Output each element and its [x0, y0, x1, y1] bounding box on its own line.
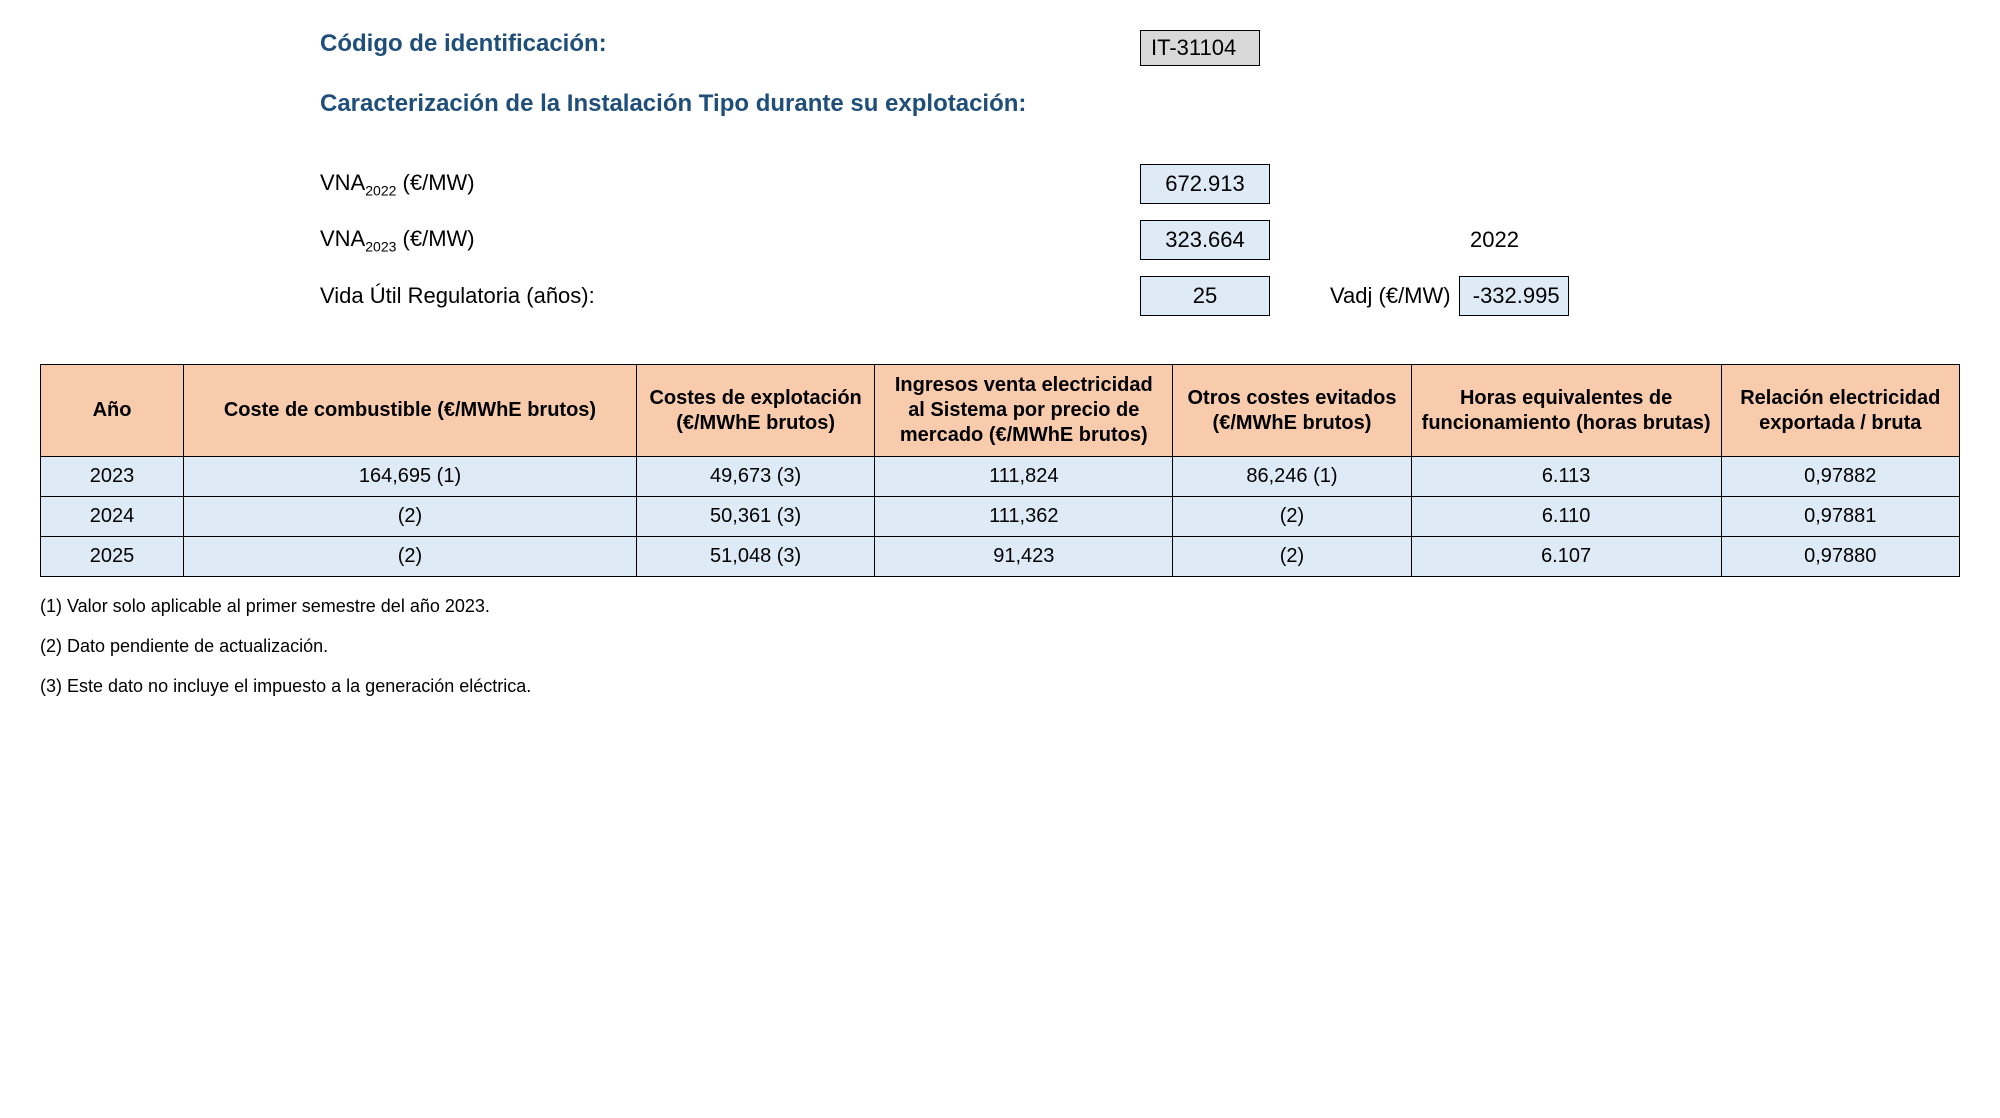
vna2022-unit: (€/MW) [396, 170, 474, 195]
vna2023-unit: (€/MW) [396, 226, 474, 251]
vna2023-prefix: VNA [320, 226, 365, 251]
col-hours-header: Horas equivalentes de funcionamiento (ho… [1411, 365, 1721, 457]
table-header: Año Coste de combustible (€/MWhE brutos)… [41, 365, 1960, 457]
cell-op: 51,048 (3) [636, 537, 874, 577]
cell-hrs: 6.107 [1411, 537, 1721, 577]
table-header-row: Año Coste de combustible (€/MWhE brutos)… [41, 365, 1960, 457]
table-row: 2024 (2) 50,361 (3) 111,362 (2) 6.110 0,… [41, 497, 1960, 537]
col-other-header: Otros costes evitados (€/MWhE brutos) [1173, 365, 1411, 457]
col-fuel-header: Coste de combustible (€/MWhE brutos) [184, 365, 637, 457]
vida-label: Vida Útil Regulatoria (años): [320, 283, 1140, 309]
cell-year: 2025 [41, 537, 184, 577]
cell-fuel: (2) [184, 497, 637, 537]
cell-year: 2024 [41, 497, 184, 537]
vna2023-row: VNA2023 (€/MW) 323.664 2022 [320, 212, 1960, 268]
vadj-value: -332.995 [1459, 276, 1569, 316]
cell-oth: 86,246 (1) [1173, 457, 1411, 497]
vna2022-row: VNA2022 (€/MW) 672.913 [320, 156, 1960, 212]
col-year-header: Año [41, 365, 184, 457]
footnotes-block: (1) Valor solo aplicable al primer semes… [40, 589, 1960, 704]
vadj-block: Vadj (€/MW) -332.995 [1330, 276, 1569, 316]
footnote-2: (2) Dato pendiente de actualización. [40, 629, 1960, 663]
year-right-label: 2022 [1470, 227, 1519, 253]
vna2023-value: 323.664 [1140, 220, 1270, 260]
table-row: 2023 164,695 (1) 49,673 (3) 111,824 86,2… [41, 457, 1960, 497]
cell-op: 49,673 (3) [636, 457, 874, 497]
cell-hrs: 6.110 [1411, 497, 1721, 537]
vida-row: Vida Útil Regulatoria (años): 25 Vadj (€… [320, 268, 1960, 324]
footnote-3: (3) Este dato no incluye el impuesto a l… [40, 669, 1960, 703]
col-op-header: Costes de explotación (€/MWhE brutos) [636, 365, 874, 457]
cell-rel: 0,97882 [1721, 457, 1959, 497]
top-parameters-block: Código de identificación: IT-31104 Carac… [320, 30, 1960, 324]
vna2022-sub: 2022 [365, 182, 396, 198]
cell-inc: 111,824 [875, 457, 1173, 497]
cell-fuel: (2) [184, 537, 637, 577]
col-income-header: Ingresos venta electricidad al Sistema p… [875, 365, 1173, 457]
caracterizacion-heading: Caracterización de la Instalación Tipo d… [320, 90, 1960, 118]
table-row: 2025 (2) 51,048 (3) 91,423 (2) 6.107 0,9… [41, 537, 1960, 577]
codigo-label: Código de identificación: [320, 30, 1140, 58]
cell-fuel: 164,695 (1) [184, 457, 637, 497]
cell-hrs: 6.113 [1411, 457, 1721, 497]
data-table: Año Coste de combustible (€/MWhE brutos)… [40, 364, 1960, 577]
cell-oth: (2) [1173, 537, 1411, 577]
vna2023-label: VNA2023 (€/MW) [320, 226, 1140, 254]
cell-rel: 0,97880 [1721, 537, 1959, 577]
cell-inc: 111,362 [875, 497, 1173, 537]
vadj-label: Vadj (€/MW) [1330, 283, 1451, 309]
cell-rel: 0,97881 [1721, 497, 1959, 537]
vna2023-sub: 2023 [365, 238, 396, 254]
cell-inc: 91,423 [875, 537, 1173, 577]
codigo-value-box: IT-31104 [1140, 30, 1260, 66]
cell-year: 2023 [41, 457, 184, 497]
cell-oth: (2) [1173, 497, 1411, 537]
vna2022-value: 672.913 [1140, 164, 1270, 204]
vna2022-label: VNA2022 (€/MW) [320, 170, 1140, 198]
table-body: 2023 164,695 (1) 49,673 (3) 111,824 86,2… [41, 457, 1960, 577]
footnote-1: (1) Valor solo aplicable al primer semes… [40, 589, 1960, 623]
vna2022-prefix: VNA [320, 170, 365, 195]
codigo-row: Código de identificación: IT-31104 [320, 30, 1960, 66]
vida-value: 25 [1140, 276, 1270, 316]
col-ratio-header: Relación electricidad exportada / bruta [1721, 365, 1959, 457]
cell-op: 50,361 (3) [636, 497, 874, 537]
